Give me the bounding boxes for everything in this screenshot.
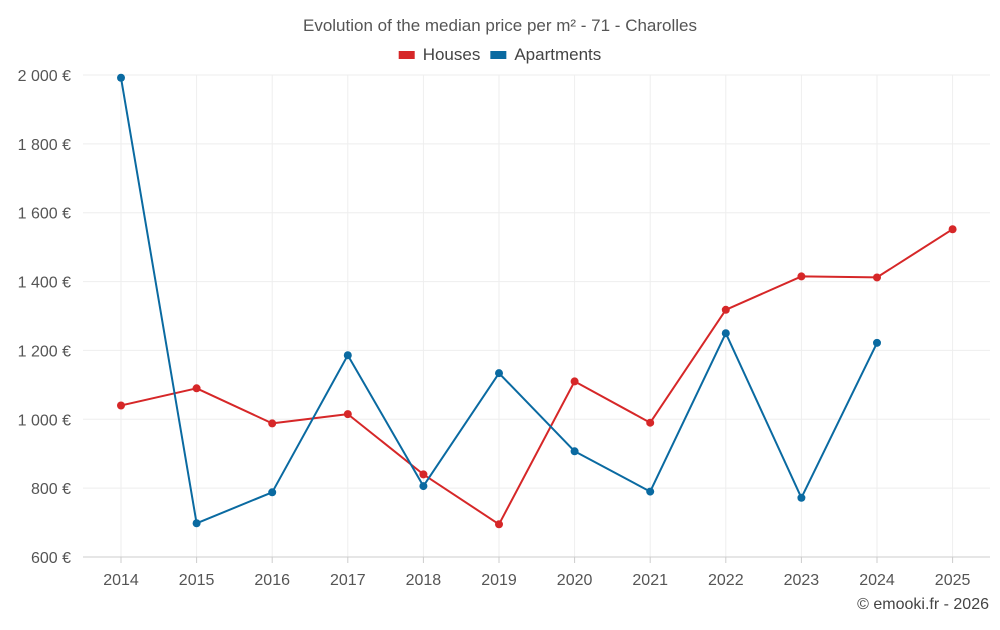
data-point-houses-2018[interactable] — [419, 470, 428, 479]
legend-label-apartments: Apartments — [514, 45, 601, 64]
data-point-apartments-2020[interactable] — [570, 447, 579, 456]
data-point-apartments-2024[interactable] — [873, 338, 881, 347]
x-tick-label: 2016 — [254, 572, 290, 589]
x-tick-label: 2024 — [859, 572, 895, 589]
y-tick-label: 2 000 € — [18, 68, 71, 85]
data-point-houses-2025[interactable] — [948, 225, 957, 234]
data-point-apartments-2021[interactable] — [646, 487, 655, 496]
x-tick-label: 2020 — [557, 572, 593, 589]
y-tick-label: 1 800 € — [18, 137, 71, 154]
credit-text: © emooki.fr - 2026 — [857, 596, 989, 613]
y-tick-label: 800 € — [31, 481, 71, 498]
data-point-houses-2023[interactable] — [797, 272, 806, 281]
y-tick-label: 1 200 € — [18, 343, 71, 360]
series-houses — [117, 225, 957, 529]
legend-label-houses: Houses — [423, 45, 481, 64]
chart-title: Evolution of the median price per m² - 7… — [303, 16, 697, 35]
data-point-houses-2024[interactable] — [873, 273, 881, 282]
x-tick-label: 2014 — [103, 572, 139, 589]
y-tick-label: 600 € — [31, 550, 71, 567]
series-line-houses — [120, 228, 954, 526]
y-tick-label: 1 600 € — [18, 206, 71, 223]
x-tick-label: 2015 — [179, 572, 215, 589]
series-layer — [117, 73, 957, 529]
data-point-houses-2021[interactable] — [646, 418, 655, 427]
data-point-apartments-2023[interactable] — [797, 493, 806, 502]
x-tick-label: 2019 — [481, 572, 517, 589]
x-tick-label: 2025 — [935, 572, 971, 589]
series-apartments — [117, 73, 881, 528]
legend-swatch-houses — [398, 51, 415, 59]
data-point-houses-2014[interactable] — [117, 401, 125, 410]
data-point-houses-2017[interactable] — [343, 410, 352, 419]
data-point-apartments-2019[interactable] — [495, 369, 503, 378]
data-point-apartments-2014[interactable] — [117, 73, 125, 82]
data-point-apartments-2017[interactable] — [343, 351, 352, 360]
y-axis: 600 € 800 € 1 000 € 1 200 € 1 400 € 1 600 € 1 … — [18, 68, 71, 567]
data-point-houses-2016[interactable] — [268, 419, 277, 428]
y-tick-label: 1 000 € — [18, 412, 71, 429]
data-point-houses-2020[interactable] — [570, 377, 579, 386]
x-tick-label: 2022 — [708, 572, 744, 589]
data-point-apartments-2022[interactable] — [721, 329, 730, 338]
legend-swatch-apartments — [490, 51, 507, 59]
data-point-apartments-2018[interactable] — [419, 482, 428, 491]
data-point-apartments-2016[interactable] — [268, 488, 277, 497]
data-point-houses-2022[interactable] — [721, 305, 730, 314]
y-tick-label: 1 400 € — [18, 275, 71, 292]
data-point-apartments-2015[interactable] — [192, 519, 201, 528]
x-tick-label: 2017 — [330, 572, 366, 589]
data-point-houses-2019[interactable] — [495, 520, 503, 529]
data-point-houses-2015[interactable] — [192, 384, 201, 393]
legend-item-houses[interactable]: Houses — [398, 45, 481, 64]
x-tick-label: 2018 — [406, 572, 442, 589]
x-tick-label: 2023 — [784, 572, 820, 589]
legend: Houses Apartments — [398, 45, 601, 64]
grid — [83, 74, 990, 558]
x-axis: 2014 2015 2016 2017 2018 2019 2020 2021 2022 2023… — [103, 557, 970, 589]
x-tick-label: 2021 — [632, 572, 668, 589]
legend-item-apartments[interactable]: Apartments — [490, 45, 601, 64]
